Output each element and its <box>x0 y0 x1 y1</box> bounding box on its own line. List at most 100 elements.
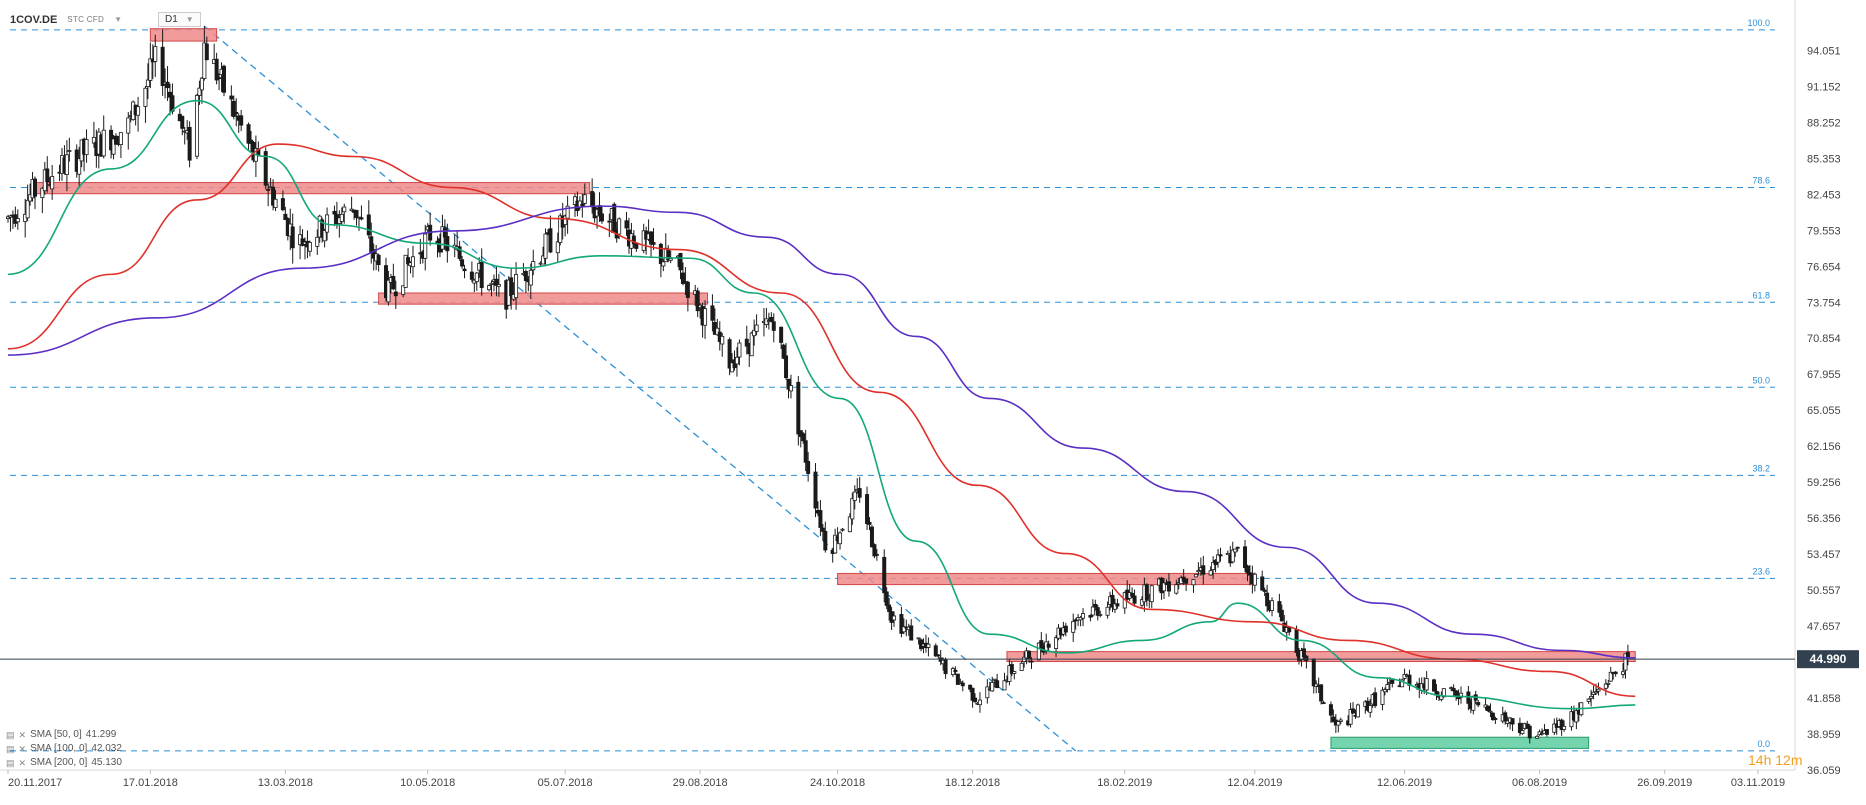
candle-body-up <box>67 150 72 152</box>
candle-body-down <box>1503 712 1508 722</box>
candle <box>514 262 519 310</box>
candle <box>1400 678 1405 688</box>
candle <box>153 34 158 77</box>
candle <box>1009 661 1014 677</box>
candle-body-down <box>187 126 192 161</box>
candle-body-up <box>1385 684 1390 690</box>
candle-body-down <box>874 553 879 556</box>
chart-header: 1COV.DE STC CFD ▼ D1 ▼ <box>10 12 201 27</box>
candle-body-down <box>1095 607 1100 616</box>
candle <box>869 525 874 548</box>
candle <box>231 95 236 120</box>
x-tick-label: 18.02.2019 <box>1097 777 1152 789</box>
candle <box>271 179 276 211</box>
candle <box>1247 565 1252 586</box>
candle-body-down <box>599 213 604 222</box>
candle-body-down <box>469 271 474 280</box>
candle <box>867 517 872 531</box>
candle-body-up <box>617 218 622 235</box>
candle-body-up <box>847 516 852 533</box>
candle <box>786 378 791 399</box>
candle <box>469 261 474 283</box>
settings-icon[interactable]: ▤ <box>6 744 15 754</box>
legend-value: 45.130 <box>91 757 122 768</box>
candle <box>496 273 501 297</box>
legend-row-sma100[interactable]: ▤ ✕ SMA [100, 0] 42.032 <box>6 742 122 756</box>
candle <box>1434 684 1439 701</box>
candle <box>391 263 396 291</box>
y-tick-label: 88.252 <box>1807 117 1841 129</box>
candle-body-down <box>1132 595 1137 604</box>
candle <box>678 252 683 280</box>
candle <box>1382 687 1387 696</box>
candle-body-down <box>818 510 823 528</box>
candle <box>840 528 845 532</box>
close-icon[interactable]: ✕ <box>18 744 27 754</box>
settings-icon[interactable]: ▤ <box>6 730 15 740</box>
fib-level-label: 61.8 <box>1752 290 1770 300</box>
candle <box>165 66 170 101</box>
candle <box>943 657 948 679</box>
candle <box>460 255 465 269</box>
candle-body-up <box>1162 582 1167 592</box>
candle <box>1603 679 1608 696</box>
candle <box>1390 678 1395 688</box>
candle-body-up <box>6 216 11 220</box>
candle <box>784 342 789 380</box>
y-tick-label: 59.256 <box>1807 477 1841 489</box>
candle-body-down <box>45 168 50 183</box>
candle <box>580 193 585 218</box>
candle-body-up <box>403 254 408 288</box>
candle <box>509 267 514 310</box>
candle <box>403 254 408 288</box>
y-tick-label: 82.453 <box>1807 189 1841 201</box>
chevron-down-icon[interactable]: ▼ <box>114 15 122 24</box>
close-icon[interactable]: ✕ <box>18 730 27 740</box>
candle <box>1596 682 1601 696</box>
candle <box>1451 684 1456 696</box>
candle <box>531 249 536 276</box>
candle-body-down <box>494 278 499 286</box>
close-icon[interactable]: ✕ <box>18 758 27 768</box>
candle-body-up <box>1589 695 1594 699</box>
candle-body-down <box>462 268 467 272</box>
candle-body-down <box>968 684 973 690</box>
resistance-zone <box>378 292 709 305</box>
candle-body-down <box>607 220 612 223</box>
candle-countdown: 14h 12m <box>1748 752 1802 768</box>
candle <box>1184 578 1189 591</box>
candle <box>990 676 995 692</box>
candle <box>901 618 906 635</box>
candle-body-down <box>680 272 685 284</box>
candle-body-down <box>160 46 165 86</box>
candle-body-up <box>40 187 45 199</box>
legend-row-sma200[interactable]: ▤ ✕ SMA [200, 0] 45.130 <box>6 756 122 770</box>
candle-body-down <box>933 645 938 657</box>
trendline <box>203 25 1077 752</box>
sma-line-50 <box>7 99 1636 710</box>
legend-row-sma50[interactable]: ▤ ✕ SMA [50, 0] 41.299 <box>6 728 122 742</box>
candle-body-up <box>1338 719 1343 722</box>
candle-body-down <box>1029 660 1034 663</box>
candle <box>955 673 960 685</box>
candle <box>246 122 251 151</box>
candle-body-up <box>1488 710 1493 713</box>
candle <box>489 280 494 297</box>
candle <box>680 262 685 286</box>
timeframe-select[interactable]: D1 ▼ <box>157 12 201 27</box>
settings-icon[interactable]: ▤ <box>6 758 15 768</box>
candle-body-down <box>887 604 892 612</box>
candle <box>1270 597 1275 617</box>
candle <box>1098 610 1103 618</box>
candle <box>307 240 312 257</box>
candle <box>474 271 479 291</box>
candle-body-up <box>977 699 982 706</box>
candle <box>899 606 904 638</box>
candle-body-up <box>1054 637 1059 649</box>
candle <box>1243 539 1248 572</box>
candle-body-down <box>221 65 226 93</box>
candle-body-up <box>136 106 141 116</box>
candle <box>1036 642 1041 661</box>
candle <box>199 76 204 104</box>
